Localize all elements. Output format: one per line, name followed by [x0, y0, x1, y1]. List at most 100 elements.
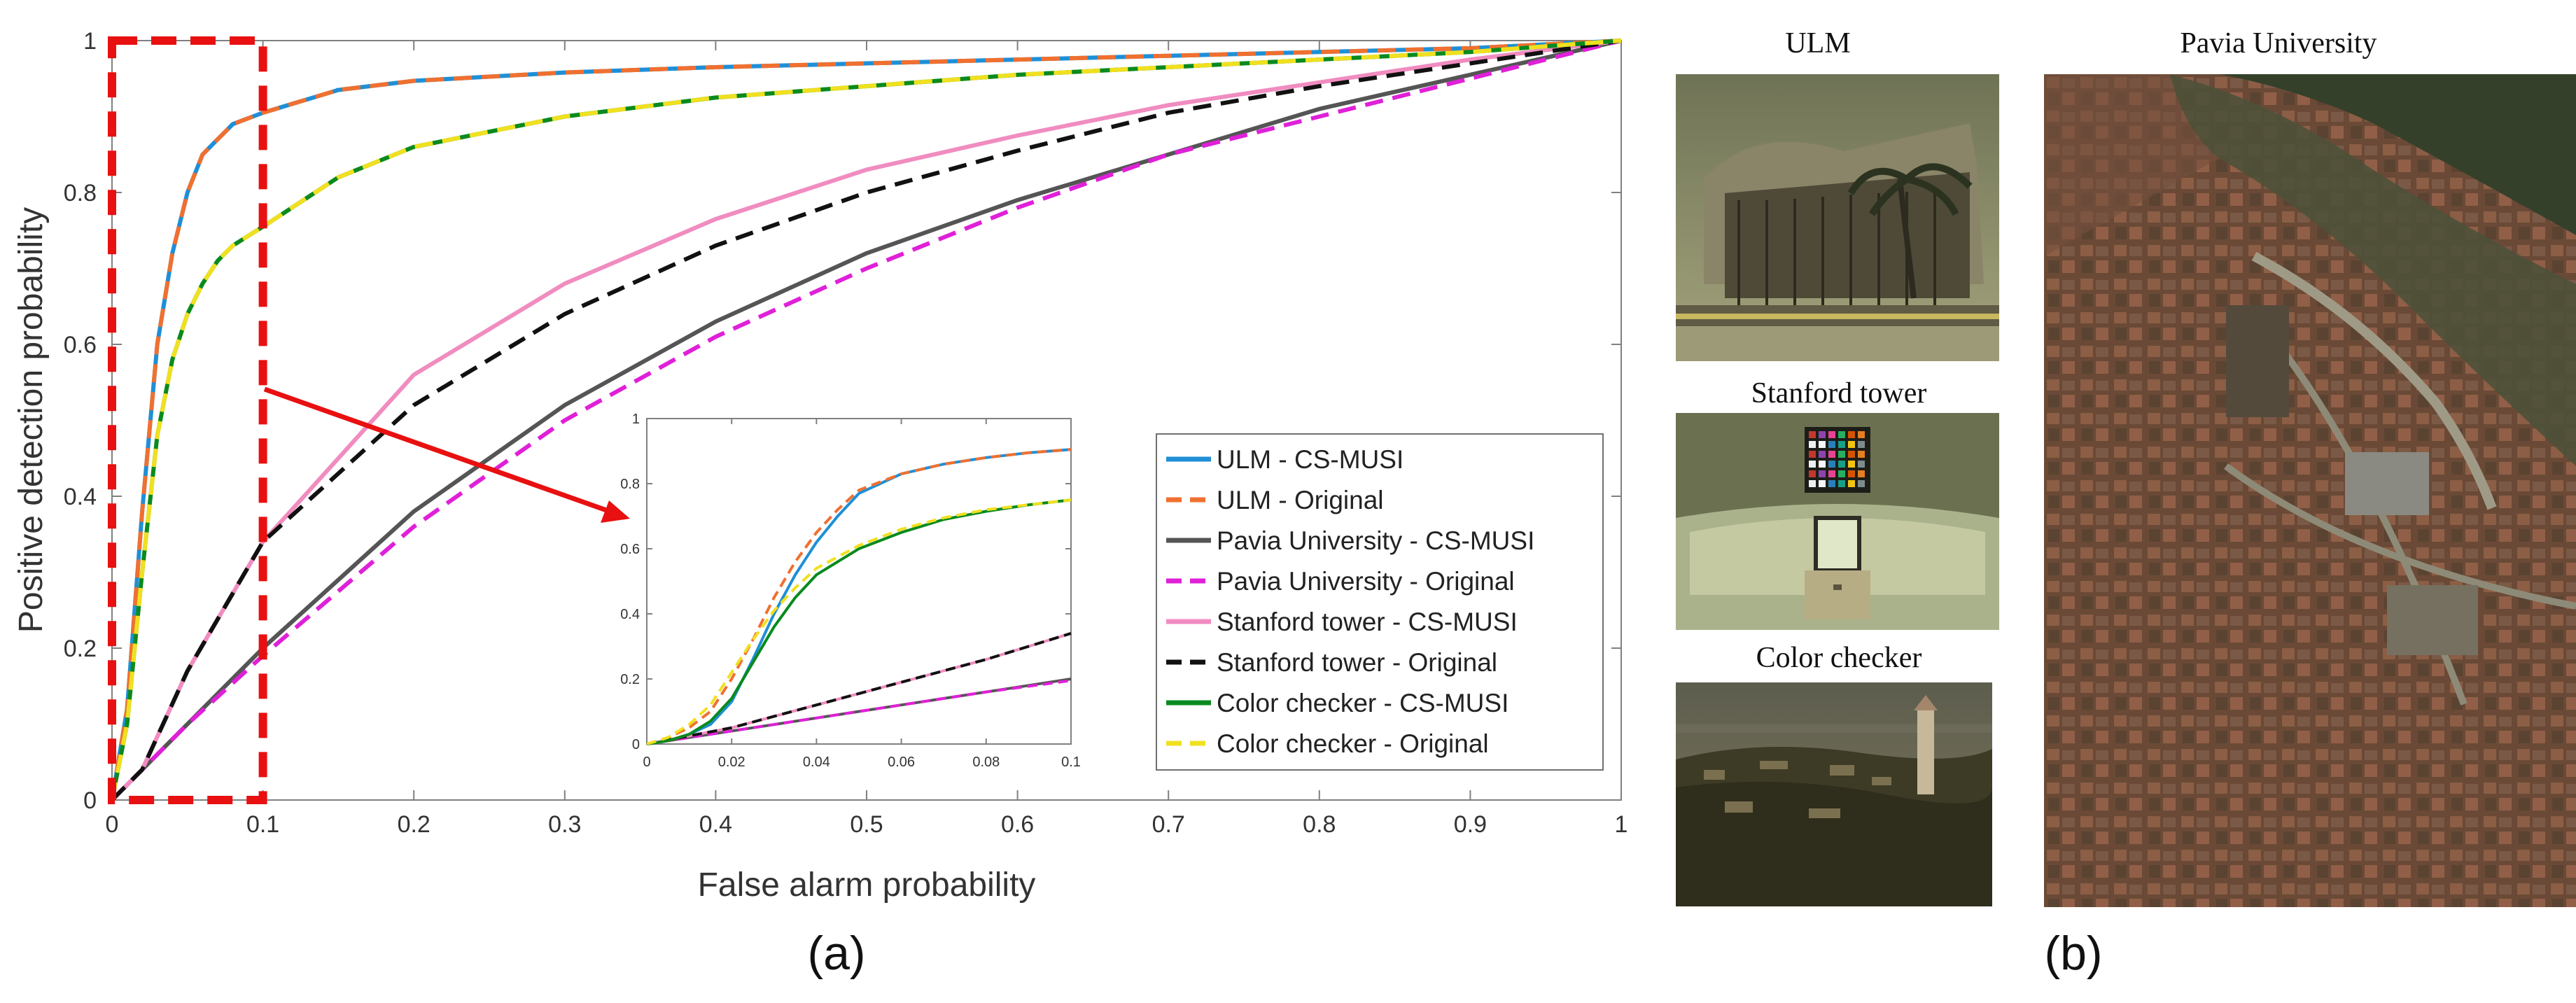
checker-cell — [1828, 480, 1835, 487]
ulm-photo-art — [1676, 74, 1999, 361]
checker-cell — [1819, 480, 1826, 487]
series-line-ulm-original — [646, 448, 1072, 745]
mini-checker-grid — [1809, 431, 1865, 487]
inset-ticks: 0 0.02 0.04 0.06 0.08 0.1 0 0.2 0.4 0.6 0.8 1 — [620, 412, 1081, 770]
checker-cell — [1848, 431, 1855, 438]
x-tick-label: 0.8 — [1303, 811, 1336, 838]
legend: ULM - CS-MUSI ULM - Original Pavia Univers… — [1156, 433, 1604, 771]
series-line-stanford-tower-original — [646, 631, 1072, 745]
y-tick-label: 0 — [632, 737, 640, 752]
checker-photo-art — [1676, 682, 1992, 906]
x-tick-label: 0.02 — [718, 755, 746, 770]
x-tick-label: 1 — [1615, 811, 1628, 838]
checker-cell — [1858, 441, 1865, 448]
pavia-photo-art — [2044, 74, 2576, 907]
checker-cell — [1828, 431, 1835, 438]
checker-cell — [1848, 441, 1855, 448]
checker-cell — [1838, 480, 1845, 487]
x-tick-label: 0.2 — [398, 811, 430, 838]
y-tick-label: 0.6 — [620, 542, 640, 557]
series-line-pavia-university-cs-musi — [110, 38, 1622, 802]
checker-cell — [1828, 441, 1835, 448]
stanford-tower-photo — [1676, 413, 1999, 630]
inset-roc-chart: 0 0.02 0.04 0.06 0.08 0.1 0 0.2 0.4 0.6 0.8 1 — [620, 412, 1081, 770]
legend-entry-label: Stanford tower - Original — [1217, 648, 1497, 677]
checker-cell — [1858, 480, 1865, 487]
checker-cell — [1838, 470, 1845, 477]
y-tick-label: 0.4 — [64, 484, 97, 510]
checker-cell — [1809, 480, 1816, 487]
checker-cell — [1838, 461, 1845, 468]
checker-cell — [1858, 470, 1865, 477]
legend-entry-label: Pavia University - CS-MUSI — [1217, 526, 1534, 555]
pavia-university-photo — [2044, 74, 2576, 907]
series-line-color-checker-original — [646, 498, 1072, 745]
x-tick-label: 0 — [106, 811, 119, 838]
x-tick-label: 0.04 — [803, 755, 830, 770]
x-tick-label: 0.1 — [1061, 755, 1081, 770]
legend-entry-label: Color checker - Original — [1217, 729, 1489, 758]
panel-label-b: (b) — [2044, 927, 2102, 980]
series-line-stanford-tower-cs-musi — [110, 38, 1622, 802]
main-ticks: 0 0.1 0.2 0.3 0.4 0.5 0.6 0.7 0.8 0.9 100.20.40.60… — [64, 28, 1628, 838]
checker-cell — [1809, 431, 1816, 438]
series-line-color-checker-original — [110, 38, 1622, 801]
main-roc-chart: 0 0.1 0.2 0.3 0.4 0.5 0.6 0.7 0.8 0.9 100.20.40.60… — [13, 28, 1628, 904]
y-tick-label: 0.2 — [620, 672, 640, 687]
x-tick-label: 0.5 — [850, 811, 883, 838]
x-tick-label: 0.4 — [699, 811, 732, 838]
checker-cell — [1809, 470, 1816, 477]
series-line-stanford-tower-original — [110, 38, 1622, 802]
checker-cell — [1819, 470, 1826, 477]
series-line-ulm-original — [110, 38, 1622, 801]
x-tick-label: 0.7 — [1152, 811, 1185, 838]
legend-entry-label: ULM - Original — [1217, 486, 1384, 514]
color-checker-photo — [1676, 682, 1992, 906]
zoom-highlight-box — [108, 36, 267, 804]
legend-entry-label: ULM - CS-MUSI — [1217, 445, 1404, 474]
panel-label-a: (a) — [807, 927, 865, 980]
series-line-pavia-university-original — [110, 38, 1622, 802]
zoom-arrow-head — [601, 500, 630, 523]
inset-series-group — [646, 448, 1072, 745]
checker-cell — [1838, 451, 1845, 458]
ulm-photo — [1676, 74, 1999, 361]
checker-cell — [1828, 470, 1835, 477]
checker-cell — [1858, 461, 1865, 468]
checker-cell — [1838, 431, 1845, 438]
x-tick-label: 0.06 — [888, 755, 915, 770]
checker-cell — [1809, 451, 1816, 458]
stanford-photo-art — [1676, 413, 1999, 630]
x-tick-label: 0.6 — [1001, 811, 1034, 838]
y-tick-label: 0.4 — [620, 607, 640, 622]
y-tick-label: 1 — [83, 28, 97, 55]
checker-cell — [1828, 461, 1835, 468]
y-tick-label: 1 — [632, 412, 640, 427]
checker-cell — [1858, 431, 1865, 438]
main-series-group — [110, 38, 1622, 802]
photo-title-stanford: Stanford tower — [1751, 377, 1927, 409]
photo-title-checker: Color checker — [1756, 642, 1922, 674]
checker-cell — [1848, 470, 1855, 477]
series-line-color-checker-cs-musi — [646, 498, 1072, 745]
x-axis-label: False alarm probability — [698, 867, 1036, 904]
checker-cell — [1838, 441, 1845, 448]
checker-cell — [1848, 480, 1855, 487]
y-tick-label: 0.8 — [64, 180, 97, 206]
y-tick-label: 0.8 — [620, 477, 640, 492]
y-axis-label: Positive detection probability — [13, 207, 50, 633]
inset-plot-frame — [646, 418, 1072, 745]
photo-title-ulm: ULM — [1785, 27, 1851, 59]
checker-cell — [1858, 451, 1865, 458]
checker-cell — [1819, 461, 1826, 468]
zoom-arrow-line — [263, 386, 612, 514]
checker-cell — [1848, 461, 1855, 468]
checker-cell — [1809, 441, 1816, 448]
checker-cell — [1819, 451, 1826, 458]
y-tick-label: 0 — [83, 787, 97, 814]
checker-cell — [1828, 451, 1835, 458]
checker-cell — [1819, 441, 1826, 448]
y-tick-label: 0.2 — [64, 636, 97, 662]
legend-box — [1156, 433, 1604, 771]
